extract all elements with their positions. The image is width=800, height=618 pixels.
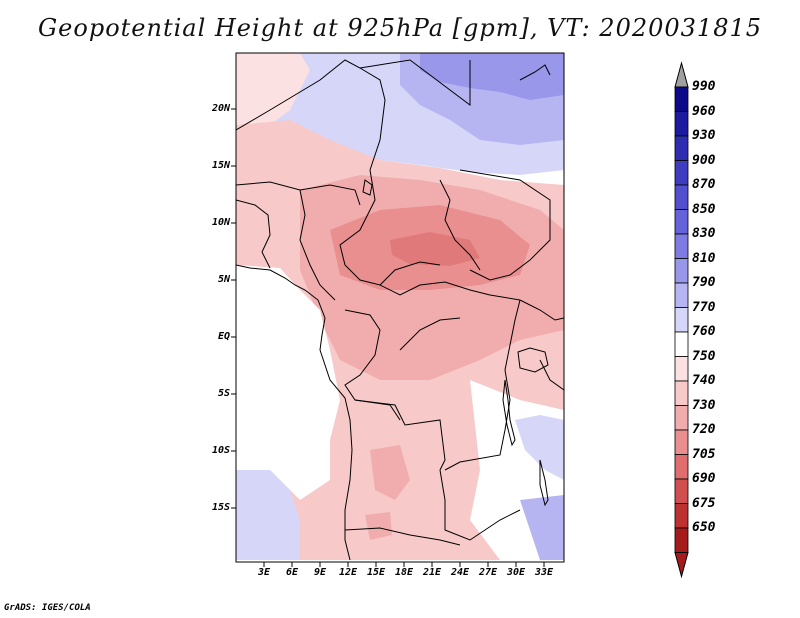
colorbar-swatch bbox=[674, 331, 689, 357]
colorbar-swatch bbox=[674, 405, 689, 431]
border-zambia bbox=[439, 469, 521, 541]
colorbar-bottom-arrow bbox=[674, 552, 689, 579]
colorbar-label: 760 bbox=[692, 324, 716, 339]
colorbar-label: 870 bbox=[692, 177, 716, 192]
colorbar-swatch bbox=[674, 307, 689, 333]
colorbar-swatch bbox=[674, 86, 689, 112]
lat-label-eq: EQ bbox=[217, 331, 230, 342]
coastline-red-sea bbox=[519, 64, 551, 81]
colorbar-swatch bbox=[674, 160, 689, 186]
colorbar-swatch bbox=[674, 282, 689, 308]
colorbar-top-arrow bbox=[674, 61, 689, 88]
colorbar-swatch bbox=[674, 111, 689, 137]
colorbar-label: 960 bbox=[692, 103, 716, 119]
colorbar-swatch bbox=[674, 527, 689, 553]
field-south-pink-2 bbox=[365, 512, 392, 540]
border-algeria-libya-niger bbox=[236, 59, 386, 171]
field-max-red bbox=[390, 232, 480, 266]
lat-label-15n: 15N bbox=[211, 160, 230, 171]
colorbar-swatch bbox=[674, 258, 689, 284]
lat-label-10n: 10N bbox=[211, 217, 230, 228]
river-congo bbox=[399, 317, 461, 351]
border-drc-angola bbox=[354, 399, 446, 471]
colorbar-label: 650 bbox=[692, 520, 716, 535]
colorbar-swatch bbox=[674, 429, 689, 455]
colorbar-swatch bbox=[674, 503, 689, 529]
coastline-west-africa bbox=[236, 264, 353, 561]
height-field bbox=[236, 53, 564, 560]
country-borders bbox=[236, 59, 564, 561]
colorbar-label: 830 bbox=[692, 226, 716, 241]
colorbar-label: 850 bbox=[692, 201, 716, 217]
border-angola-namibia bbox=[344, 527, 461, 546]
colorbar-label: 730 bbox=[692, 397, 716, 413]
lat-label-20n: 20N bbox=[211, 103, 230, 114]
colorbar-swatch bbox=[674, 233, 689, 259]
border-libya-sudan bbox=[359, 59, 471, 106]
colorbar-label: 720 bbox=[692, 422, 716, 437]
lat-label-10s: 10S bbox=[211, 445, 230, 456]
colorbar-label: 675 bbox=[692, 495, 716, 511]
colorbar-swatch bbox=[674, 209, 689, 235]
border-chad bbox=[339, 169, 441, 286]
lon-label-18e: 18E bbox=[394, 567, 414, 578]
axis-ticks bbox=[231, 108, 545, 567]
colorbar-swatch bbox=[674, 478, 689, 504]
colorbar-label: 790 bbox=[692, 275, 716, 290]
colorbar-label: 740 bbox=[692, 373, 716, 388]
field-southwest-blue bbox=[236, 470, 300, 560]
border-drc-east bbox=[444, 299, 521, 471]
field-pale-pink-north bbox=[236, 53, 310, 130]
lon-label-15e: 15E bbox=[366, 567, 386, 578]
field-southeast-blue bbox=[520, 495, 564, 560]
map-frame bbox=[235, 52, 565, 563]
lat-label-15s: 15S bbox=[211, 502, 230, 513]
lake-chad bbox=[362, 179, 373, 196]
lon-label-24e: 24E bbox=[450, 567, 470, 578]
lon-label-3e: 3E bbox=[257, 567, 271, 578]
colorbar-label: 690 bbox=[692, 471, 716, 486]
colorbar-label: 930 bbox=[692, 128, 716, 143]
border-mali-burkina bbox=[236, 199, 271, 269]
colorbar-label: 750 bbox=[692, 348, 716, 364]
lon-label-33e: 33E bbox=[534, 567, 554, 578]
colorbar-label: 810 bbox=[692, 250, 716, 266]
border-car bbox=[379, 281, 521, 301]
border-sudan-chad bbox=[439, 179, 481, 271]
field-south-pink bbox=[370, 445, 410, 500]
lake-tanganyika bbox=[502, 379, 516, 447]
colorbar-label: 770 bbox=[692, 299, 716, 315]
field-atlantic-white bbox=[236, 265, 340, 500]
colorbar-label: 900 bbox=[692, 152, 716, 168]
lon-label-21e: 21E bbox=[422, 567, 442, 578]
colorbar-swatch bbox=[674, 356, 689, 382]
grads-credit: GrADS: IGES/COLA bbox=[4, 603, 91, 613]
lon-label-30e: 30E bbox=[506, 567, 526, 578]
lat-label-5s: 5S bbox=[217, 388, 230, 399]
border-sudan-south bbox=[459, 169, 551, 281]
colorbar-label: 705 bbox=[692, 446, 716, 462]
field-indian-blue bbox=[515, 415, 564, 480]
border-nigeria-cameroon bbox=[299, 189, 336, 301]
lake-malawi bbox=[539, 459, 549, 507]
colorbar-swatch bbox=[674, 454, 689, 480]
colorbar-swatch bbox=[674, 380, 689, 406]
map-title: Geopotential Height at 925hPa [gpm], VT:… bbox=[38, 14, 762, 42]
lake-victoria bbox=[517, 347, 549, 373]
lon-label-6e: 6E bbox=[285, 567, 299, 578]
border-niger-nigeria bbox=[236, 181, 361, 206]
colorbar-swatch bbox=[674, 135, 689, 161]
colorbar-swatch bbox=[674, 184, 689, 210]
border-kenya-tanzania bbox=[539, 359, 564, 391]
lon-label-9e: 9E bbox=[313, 567, 327, 578]
colorbar-label: 990 bbox=[692, 79, 716, 94]
field-northeast-deep-blue bbox=[420, 53, 564, 100]
lon-label-12e: 12E bbox=[338, 567, 358, 578]
lat-label-5n: 5N bbox=[217, 274, 230, 285]
border-east-africa bbox=[519, 299, 564, 321]
lon-label-27e: 27E bbox=[478, 567, 498, 578]
